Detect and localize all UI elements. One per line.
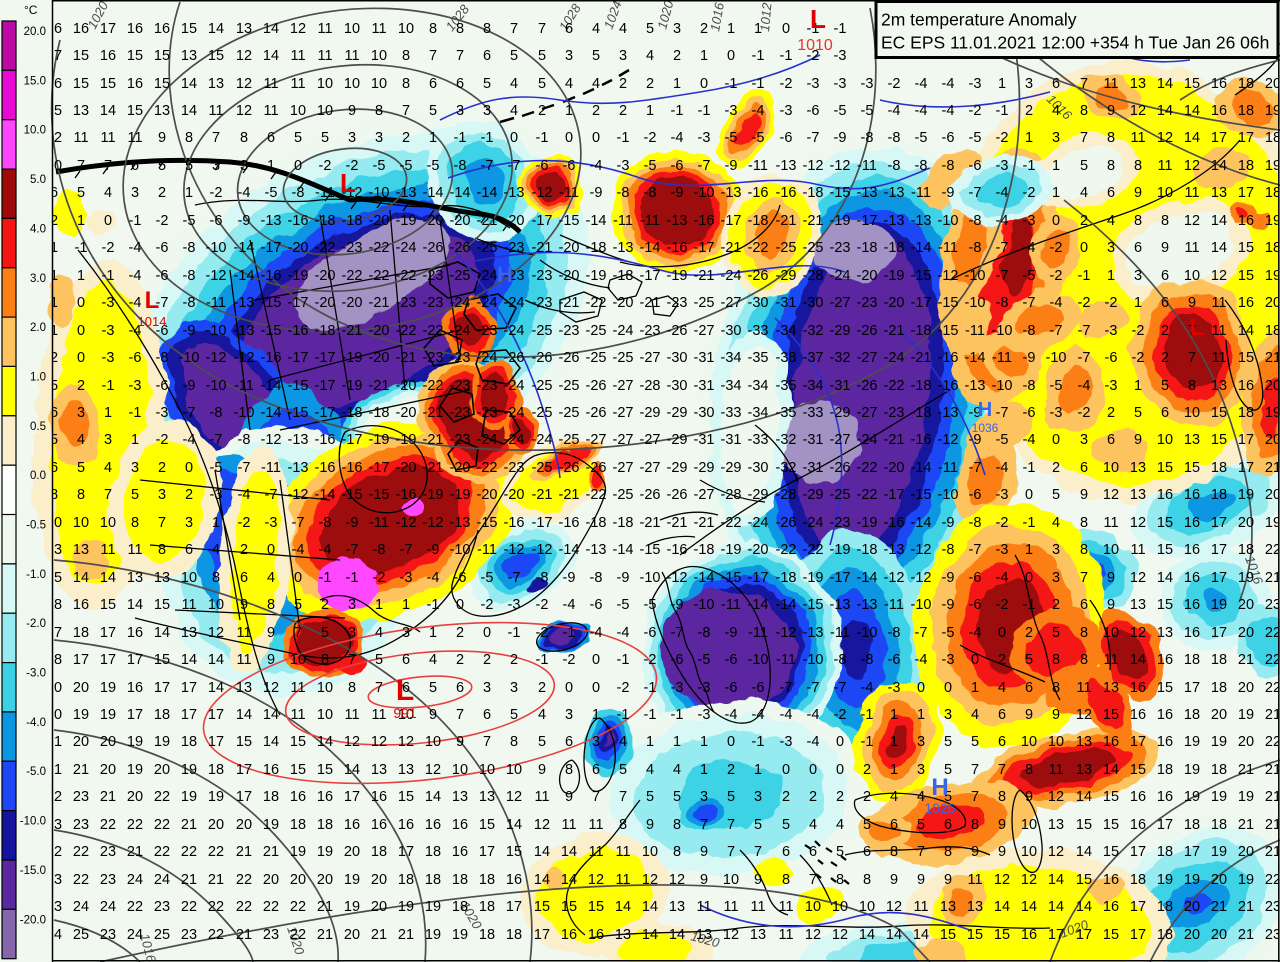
svg-text:1016: 1016 xyxy=(137,932,159,962)
svg-text:H: H xyxy=(978,399,992,421)
svg-text:52-1-3-6-9-10-11-14-15-17-19-2: 5 2 -1 -3 -6 -9 -10 -11 -14 -15 -17 -19 -21 -20 -22 -23… xyxy=(50,378,1280,394)
svg-text:-3.0: -3.0 xyxy=(26,668,46,680)
svg-text:H: H xyxy=(931,774,948,801)
svg-text:2m temperature Anomaly: 2m temperature Anomaly xyxy=(881,10,1077,30)
svg-text:5.0: 5.0 xyxy=(30,174,46,186)
svg-text:3.0: 3.0 xyxy=(30,273,46,285)
svg-text:0.5: 0.5 xyxy=(30,421,46,433)
svg-text:1.0: 1.0 xyxy=(30,371,46,383)
svg-text:0.0: 0.0 xyxy=(30,470,46,482)
svg-text:-0.5: -0.5 xyxy=(26,520,46,532)
svg-text:-15.0: -15.0 xyxy=(20,865,46,877)
svg-text:L: L xyxy=(1190,314,1205,341)
svg-text:10-3-4-6-9-10-13-15-16-18-21-2: 1 0 -3 -4 -6 -9 -10 -13 -15 -16 -18 -21 -20 -22 -22 -24… xyxy=(50,323,1280,339)
svg-text:-1.0: -1.0 xyxy=(26,569,46,581)
svg-text:20.0: 20.0 xyxy=(24,26,46,38)
svg-text:1016: 1016 xyxy=(707,1,727,33)
svg-text:H: H xyxy=(497,262,513,287)
svg-text:EC EPS 11.01.2021 12:00 +354 h: EC EPS 11.01.2021 12:00 +354 h Tue Jan 2… xyxy=(881,33,1269,53)
svg-text:10-3-4-7-8-11-13-15-17-20-20-2: 1 0 -3 -4 -7 -8 -11 -13 -15 -17 -20 -20 -21 -23 -23 -24… xyxy=(50,295,1280,311)
svg-text:L: L xyxy=(810,4,826,34)
svg-text:-4.0: -4.0 xyxy=(26,717,46,729)
svg-text:1036: 1036 xyxy=(972,421,999,435)
svg-text:-5.0: -5.0 xyxy=(26,766,46,778)
svg-text:10.0: 10.0 xyxy=(24,125,46,137)
svg-text:L: L xyxy=(145,287,160,314)
svg-text:L: L xyxy=(396,674,414,707)
svg-text:991: 991 xyxy=(393,705,417,721)
svg-text:11-1-4-6-8-12-14-16-19-20-22-2: 1 1 -1 -4 -6 -8 -12 -14 -16 -19 -20 -22 -22 -22 -23 -25… xyxy=(50,268,1280,284)
svg-text:4.0: 4.0 xyxy=(30,223,46,235)
svg-text:1014: 1014 xyxy=(138,314,167,329)
svg-text:L: L xyxy=(340,168,356,198)
svg-text:1026: 1026 xyxy=(924,800,955,816)
svg-text:1010: 1010 xyxy=(797,37,833,54)
svg-text:-20.0: -20.0 xyxy=(20,914,46,926)
svg-text:631-1-3-7-8-10-14-15-17-18-18-: 6 3 1 -1 -3 -7 -8 -10 -14 -15 -17 -18 -18 -20 -21 -23 -2… xyxy=(50,405,1280,421)
svg-text:2.0: 2.0 xyxy=(30,322,46,334)
svg-text:1-1-2-4-6-8-10-14-17-20-22-23-: 1 -1 -2 -4 -6 -8 -10 -14 -17 -20 -22 -23 -22 -24 -26 -2… xyxy=(50,240,1280,256)
svg-text:°C: °C xyxy=(24,3,38,17)
svg-text:20-3-6-8-10-12-12-16-17-17-19-: 2 0 -3 -6 -8 -10 -12 -12 -16 -17 -17 -19 -20 -21 -23 -2… xyxy=(50,350,1280,366)
svg-text:210-1-2-5-6-9-13-16-18-18-20-1: 2 1 0 -1 -2 -5 -6 -9 -13 -16 -18 -18 -20 -19 -20 -20 -21… xyxy=(50,213,1280,229)
svg-text:-10.0: -10.0 xyxy=(20,816,46,828)
svg-text:15.0: 15.0 xyxy=(24,75,46,87)
svg-text:1012: 1012 xyxy=(757,1,775,32)
svg-text:-2.0: -2.0 xyxy=(26,618,46,630)
svg-text:1020: 1020 xyxy=(689,928,722,950)
